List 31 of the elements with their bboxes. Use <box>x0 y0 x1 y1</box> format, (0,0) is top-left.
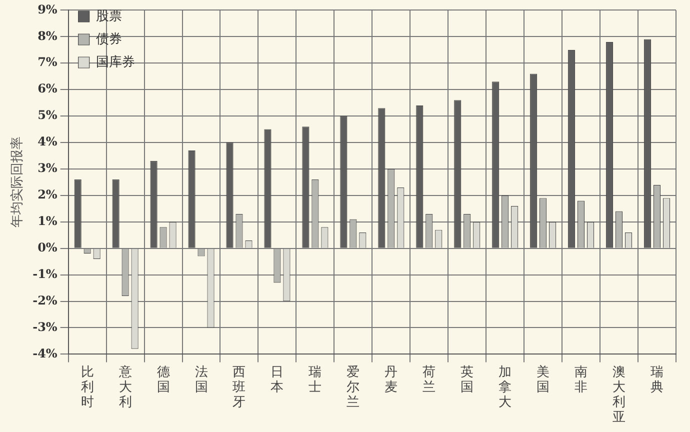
y-tick-label: 1% <box>38 214 58 228</box>
x-tick-label: 瑞典 <box>650 365 664 395</box>
y-tick-label: -4% <box>32 346 58 360</box>
y-tick-label: 3% <box>38 161 58 176</box>
y-tick-label: 4% <box>38 134 58 149</box>
y-tick-label: 5% <box>38 108 58 122</box>
y-tick-label: 0% <box>38 240 58 254</box>
x-tick-label: 澳大利亚 <box>612 365 626 425</box>
x-tick-label: 日本 <box>270 365 284 395</box>
x-tick-label: 比利时 <box>80 365 94 410</box>
x-tick-label: 英国 <box>460 365 474 395</box>
y-axis-title: 年均实际回报率 <box>9 136 26 228</box>
y-tick-label: -3% <box>32 320 58 334</box>
x-tick-label: 美国 <box>536 364 550 395</box>
x-tick-label: 爱尔兰 <box>346 365 360 410</box>
x-tick-label: 法国 <box>194 365 208 395</box>
y-tick-label: -2% <box>32 293 58 308</box>
x-tick-label: 加拿大 <box>498 365 512 410</box>
y-tick-label: 9% <box>38 2 58 16</box>
y-tick-label: 2% <box>38 188 58 202</box>
y-tick-label: -1% <box>32 266 58 281</box>
x-tick-label: 瑞士 <box>308 365 322 395</box>
y-tick-label: 7% <box>38 55 58 70</box>
x-tick-label: 南非 <box>574 365 588 395</box>
y-tick-label: 6% <box>38 82 58 96</box>
x-tick-label: 西班牙 <box>232 365 246 410</box>
x-tick-label: 德国 <box>156 365 170 395</box>
x-tick-label: 荷兰 <box>422 365 436 395</box>
x-tick-label: 意大利 <box>118 365 132 410</box>
x-tick-label: 丹麦 <box>384 365 398 395</box>
y-tick-label: 8% <box>38 28 58 43</box>
